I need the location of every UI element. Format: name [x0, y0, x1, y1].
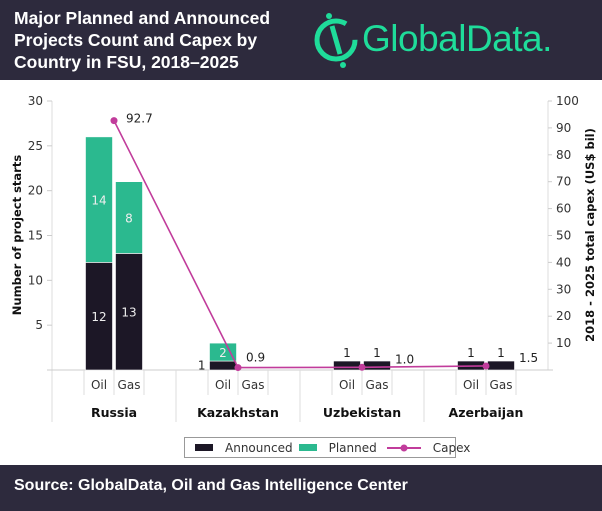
- y2-tick-label: 90: [556, 121, 571, 135]
- legend-label: Announced: [225, 440, 293, 455]
- subcategory-label: Gas: [242, 378, 265, 392]
- legend-item-planned: Planned: [293, 441, 377, 455]
- bar-announced: [333, 360, 361, 371]
- capex-line: [113, 120, 487, 369]
- bar-data-label: 13: [121, 306, 136, 320]
- legend-item-capex: Capex: [377, 440, 471, 455]
- legend-swatch: [195, 444, 213, 451]
- bar-data-label: 8: [125, 212, 133, 226]
- y2-tick-label: 40: [556, 255, 571, 269]
- chart-title: Major Planned and Announced Projects Cou…: [14, 8, 271, 72]
- header: Major Planned and Announced Projects Cou…: [0, 0, 602, 80]
- y-tick-label: 30: [28, 94, 43, 108]
- y2-tick-label: 100: [556, 94, 579, 108]
- bar-data-label: 1: [198, 359, 206, 373]
- bar-data-label: 12: [91, 310, 106, 324]
- y-tick-label: 15: [28, 229, 43, 243]
- bar-data-label: 1: [373, 346, 381, 360]
- globaldata-logo-icon: [314, 13, 358, 68]
- capex-point: [234, 364, 242, 372]
- subcategory-label: Gas: [366, 378, 389, 392]
- subcategory-label: Gas: [490, 378, 513, 392]
- y2-tick-label: 30: [556, 282, 571, 296]
- bar-data-label: 1: [343, 346, 351, 360]
- bar-data-label: 1: [497, 346, 505, 360]
- y-tick-label: 25: [28, 139, 43, 153]
- bar-planned: [85, 136, 113, 263]
- capex-point: [482, 362, 490, 370]
- legend: Announced Planned Capex: [184, 437, 470, 458]
- y2-axis-title: 2018 - 2025 total capex (US$ bil): [583, 128, 597, 342]
- y-axis-title: Number of project starts: [10, 155, 24, 316]
- category-label: Uzbekistan: [323, 405, 401, 420]
- category-label: Kazakhstan: [197, 405, 279, 420]
- y2-tick-label: 10: [556, 336, 571, 350]
- category-label: Russia: [91, 405, 137, 420]
- subcategory-label: Oil: [463, 378, 479, 392]
- bar-data-label: 1: [467, 346, 475, 360]
- subcategory-label: Oil: [339, 378, 355, 392]
- capex-data-label: 1.5: [519, 351, 538, 365]
- capex-data-label: 0.9: [246, 351, 265, 365]
- legend-swatch: [298, 444, 317, 451]
- subcategory-label: Oil: [215, 378, 231, 392]
- y2-tick-label: 50: [556, 229, 571, 243]
- y2-tick-label: 20: [556, 309, 571, 323]
- capex-point: [110, 117, 118, 125]
- y-tick-label: 5: [35, 318, 43, 332]
- bar-data-label: 14: [91, 194, 106, 208]
- footer: Source: GlobalData, Oil and Gas Intellig…: [0, 465, 602, 511]
- y2-tick-label: 80: [556, 148, 571, 162]
- capex-point: [358, 363, 366, 371]
- bar-planned: [115, 181, 143, 254]
- legend-label: Capex: [432, 440, 471, 455]
- bar-announced: [209, 360, 237, 371]
- bar-announced: [85, 262, 113, 371]
- chart-plot: 5 10 15 20 25 30 10 20 30 40 50 60 70 80 90 100 Number o…: [10, 94, 597, 422]
- source-note: Source: GlobalData, Oil and Gas Intellig…: [14, 477, 408, 494]
- logo-text: GlobalData.: [362, 18, 552, 59]
- bar-planned: [209, 342, 237, 362]
- y-tick-label: 10: [28, 273, 43, 287]
- subcategory-label: Oil: [91, 378, 107, 392]
- y-tick-label: 20: [28, 184, 43, 198]
- category-label: Azerbaijan: [449, 405, 524, 420]
- y2-tick-label: 60: [556, 202, 571, 216]
- capex-data-label: 1.0: [395, 352, 414, 366]
- bar-announced: [487, 360, 515, 371]
- bar-announced: [115, 253, 143, 371]
- capex-data-label: 92.7: [126, 112, 153, 126]
- bar-data-label: 2: [219, 346, 227, 360]
- bar-announced: [363, 360, 391, 371]
- legend-item-announced: Announced: [185, 441, 293, 455]
- legend-line-marker-icon: [386, 444, 421, 451]
- subcategory-label: Gas: [118, 378, 141, 392]
- y2-tick-label: 70: [556, 175, 571, 189]
- legend-label: Planned: [328, 440, 377, 455]
